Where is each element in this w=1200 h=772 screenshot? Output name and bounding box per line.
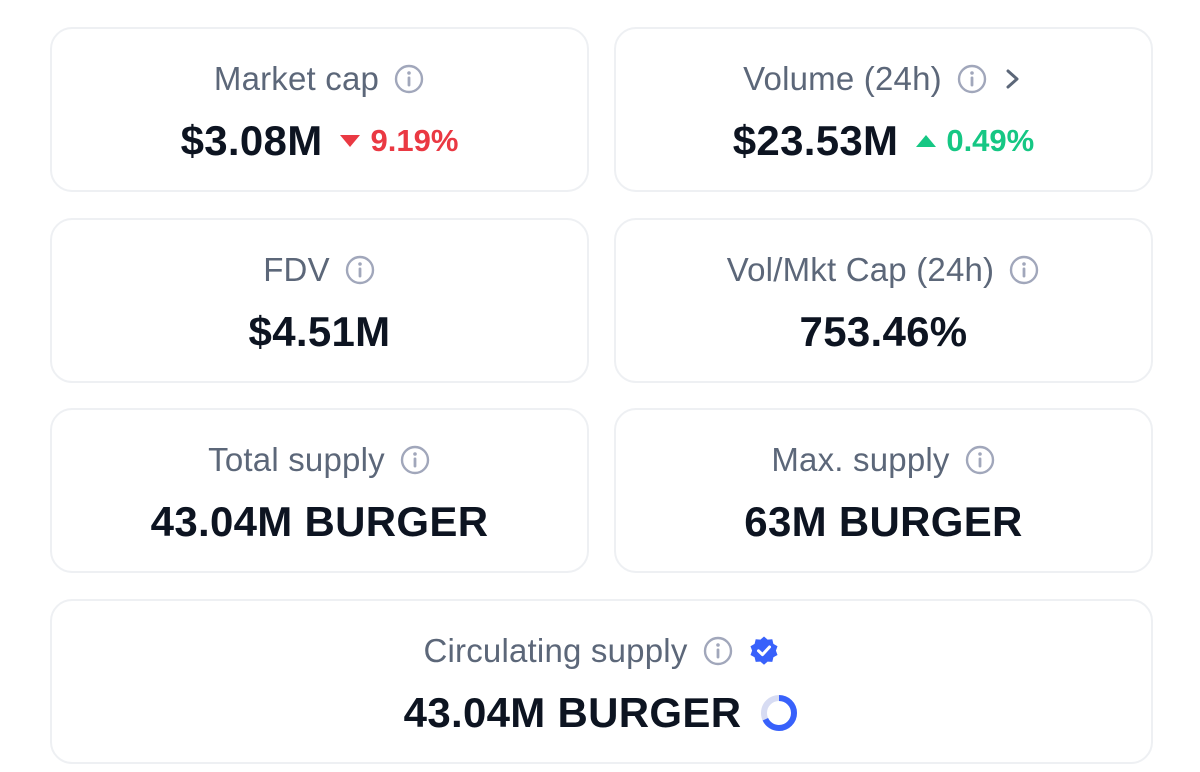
info-icon[interactable] — [393, 63, 425, 95]
chevron-right-icon[interactable] — [1002, 63, 1024, 95]
market-cap-value: $3.08M — [180, 117, 323, 164]
info-icon[interactable] — [344, 254, 376, 286]
caret-up-icon — [916, 135, 937, 147]
vol-mkt-cap-value: 753.46% — [799, 308, 968, 355]
supply-progress-ring-icon[interactable] — [759, 693, 799, 733]
max-supply-value: 63M BURGER — [744, 498, 1023, 545]
volume-label: Volume (24h) — [743, 60, 942, 97]
info-icon[interactable] — [964, 444, 996, 476]
caret-down-icon — [340, 135, 361, 147]
info-icon[interactable] — [956, 63, 988, 95]
fdv-value: $4.51M — [248, 308, 391, 355]
info-icon[interactable] — [702, 635, 734, 667]
info-icon[interactable] — [399, 444, 431, 476]
fdv-label: FDV — [263, 251, 330, 288]
max-supply-card: Max. supply 63M BURGER — [614, 408, 1153, 573]
verified-badge-icon[interactable] — [748, 635, 780, 667]
circulating-supply-label: Circulating supply — [423, 632, 688, 669]
market-cap-label: Market cap — [213, 60, 380, 97]
market-cap-change-value: 9.19% — [370, 123, 459, 158]
max-supply-label: Max. supply — [771, 441, 950, 478]
total-supply-card: Total supply 43.04M BURGER — [50, 408, 589, 573]
supply-progress-arc — [761, 695, 798, 731]
vol-mkt-cap-label: Vol/Mkt Cap (24h) — [726, 251, 995, 288]
volume-change-value: 0.49% — [946, 123, 1035, 158]
market-cap-card: Market cap $3.08M 9.19% — [50, 27, 589, 192]
info-icon[interactable] — [1008, 254, 1040, 286]
fdv-card: FDV $4.51M — [50, 218, 589, 383]
total-supply-label: Total supply — [208, 441, 385, 478]
circulating-supply-card: Circulating supply 43.04M BURGER — [50, 599, 1153, 764]
circulating-supply-value: 43.04M BURGER — [403, 689, 742, 736]
market-cap-change: 9.19% — [340, 123, 458, 159]
volume-change: 0.49% — [916, 123, 1034, 159]
vol-mkt-cap-card: Vol/Mkt Cap (24h) 753.46% — [614, 218, 1153, 383]
volume-value: $23.53M — [732, 117, 899, 164]
total-supply-value: 43.04M BURGER — [150, 498, 489, 545]
volume-card[interactable]: Volume (24h) $23.53M 0.49% — [614, 27, 1153, 192]
